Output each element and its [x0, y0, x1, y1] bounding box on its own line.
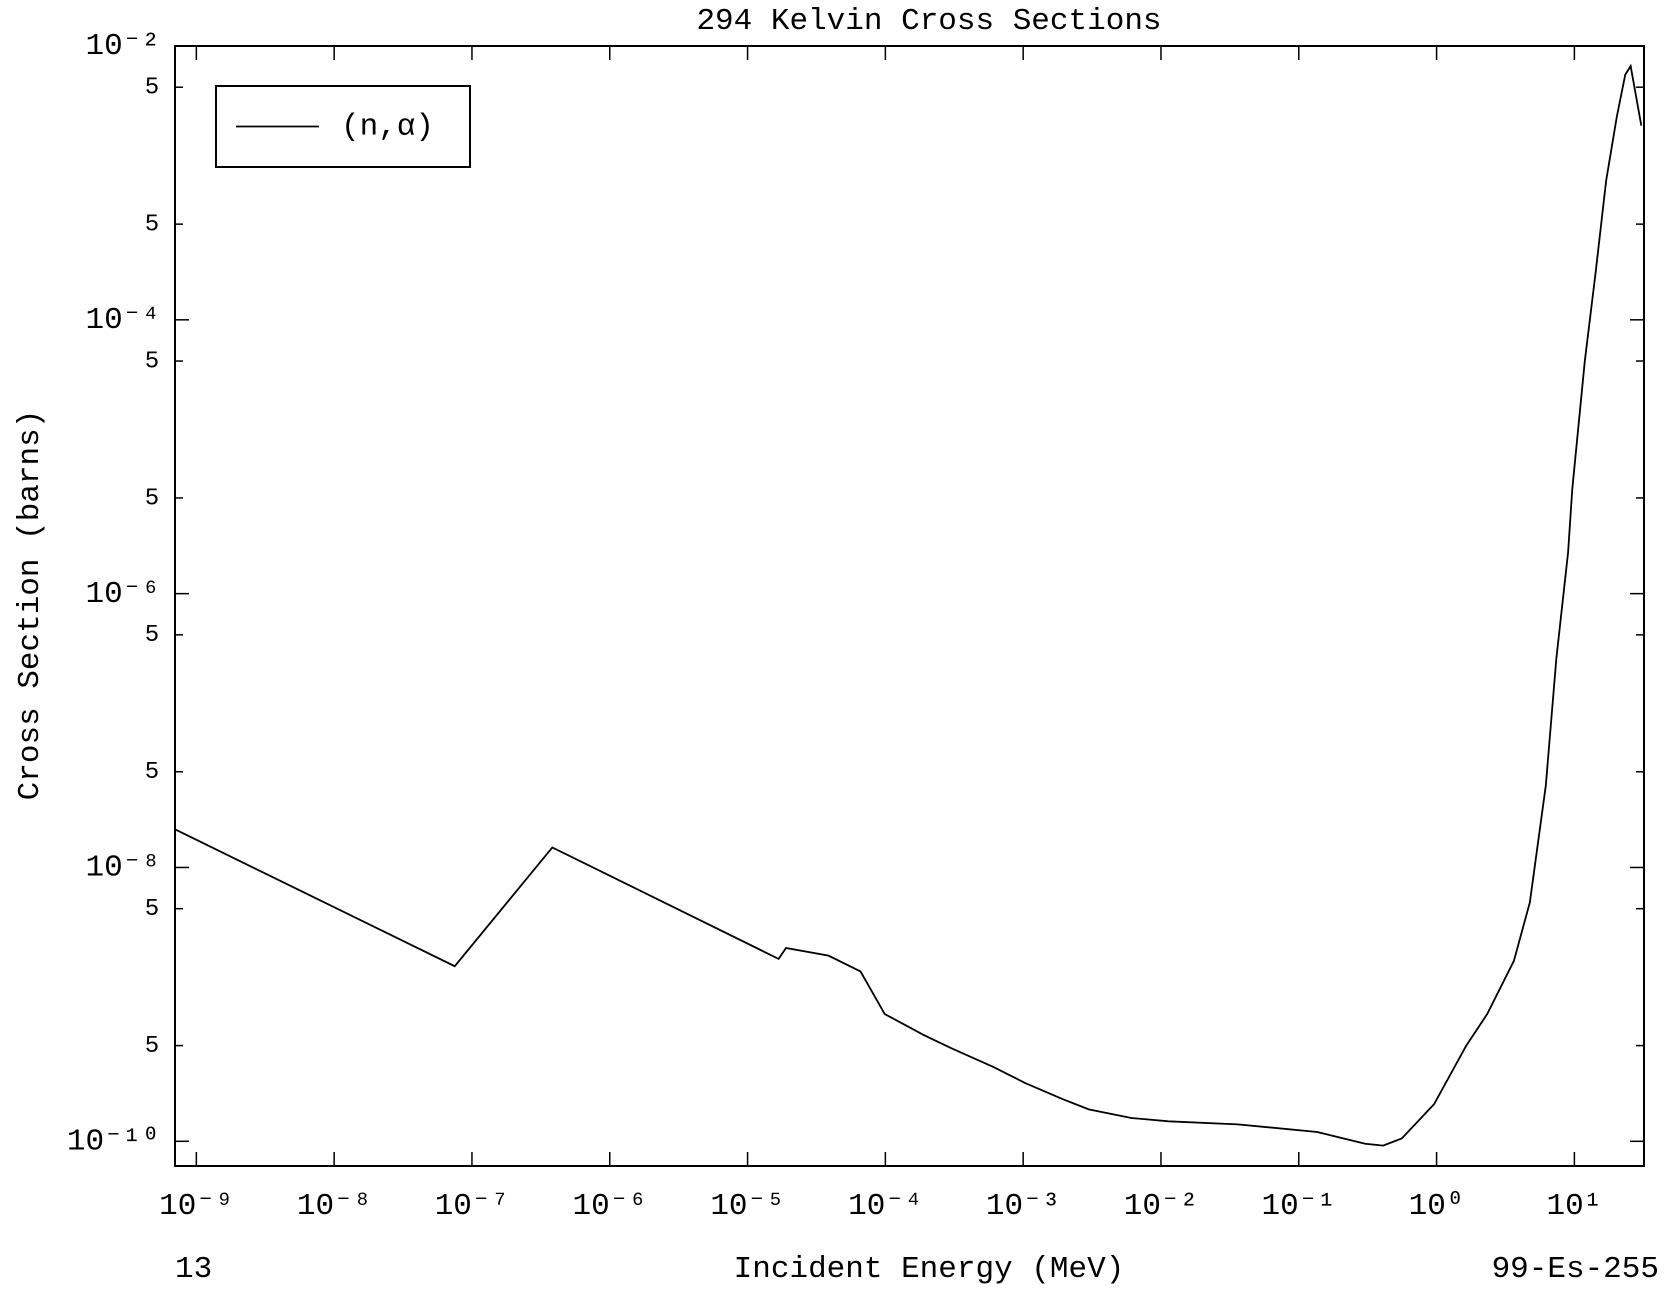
y-tick-label: 5 [145, 348, 159, 375]
y-tick-label: 10⁻¹⁰ [67, 1124, 160, 1159]
data-line [174, 63, 1643, 1147]
y-tick-label: 5 [145, 759, 159, 786]
x-tick-label: 10⁻³ [986, 1189, 1060, 1224]
footer-left: 13 [175, 1252, 212, 1287]
chart-title: 294 Kelvin Cross Sections [696, 4, 1161, 39]
y-tick-label: 10⁻² [86, 29, 160, 64]
y-tick-label: 5 [145, 1033, 159, 1060]
x-tick-label: 10⁻¹ [1262, 1189, 1336, 1224]
legend-label: (n,α) [341, 110, 434, 145]
y-tick-label: 5 [145, 896, 159, 923]
y-tick-label: 5 [145, 75, 159, 102]
x-tick-label: 10⁻⁶ [573, 1189, 647, 1224]
x-tick-label: 10⁻² [1124, 1189, 1198, 1224]
plot-frame [174, 45, 1645, 1167]
footer-right: 99-Es-255 [1492, 1252, 1659, 1287]
y-tick-label: 10⁻⁸ [86, 851, 160, 886]
x-tick-label: 10⁰ [1409, 1189, 1465, 1224]
x-tick-label: 10¹ [1546, 1189, 1602, 1224]
y-tick-label: 5 [145, 211, 159, 238]
x-tick-label: 10⁻⁸ [297, 1189, 371, 1224]
y-axis-label: Cross Section (barns) [13, 410, 48, 801]
x-tick-label: 10⁻⁹ [159, 1189, 233, 1224]
y-tick-label: 5 [145, 485, 159, 512]
x-tick-label: 10⁻⁵ [710, 1189, 784, 1224]
y-tick-label: 10⁻⁴ [86, 303, 160, 338]
y-tick-label: 10⁻⁶ [86, 577, 160, 612]
x-tick-label: 10⁻⁷ [435, 1189, 509, 1224]
y-tick-label: 5 [145, 622, 159, 649]
x-axis-label: Incident Energy (MeV) [734, 1252, 1125, 1287]
x-tick-label: 10⁻⁴ [848, 1189, 922, 1224]
